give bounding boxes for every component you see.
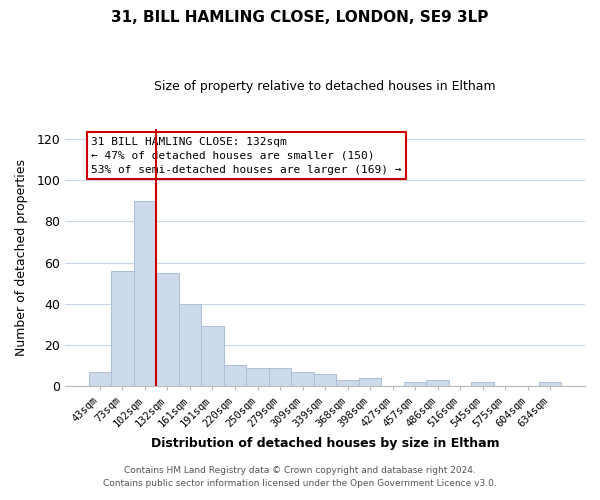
Text: 31 BILL HAMLING CLOSE: 132sqm
← 47% of detached houses are smaller (150)
53% of : 31 BILL HAMLING CLOSE: 132sqm ← 47% of d… bbox=[91, 136, 401, 174]
Bar bbox=[246, 368, 269, 386]
X-axis label: Distribution of detached houses by size in Eltham: Distribution of detached houses by size … bbox=[151, 437, 499, 450]
Bar bbox=[404, 382, 427, 386]
Bar bbox=[472, 382, 494, 386]
Text: Contains HM Land Registry data © Crown copyright and database right 2024.
Contai: Contains HM Land Registry data © Crown c… bbox=[103, 466, 497, 487]
Bar bbox=[201, 326, 224, 386]
Text: 31, BILL HAMLING CLOSE, LONDON, SE9 3LP: 31, BILL HAMLING CLOSE, LONDON, SE9 3LP bbox=[112, 10, 488, 25]
Bar bbox=[539, 382, 562, 386]
Bar bbox=[314, 374, 336, 386]
Y-axis label: Number of detached properties: Number of detached properties bbox=[15, 159, 28, 356]
Bar bbox=[269, 368, 291, 386]
Bar bbox=[359, 378, 382, 386]
Bar bbox=[111, 271, 134, 386]
Bar bbox=[179, 304, 201, 386]
Title: Size of property relative to detached houses in Eltham: Size of property relative to detached ho… bbox=[154, 80, 496, 93]
Bar bbox=[291, 372, 314, 386]
Bar bbox=[427, 380, 449, 386]
Bar bbox=[224, 366, 246, 386]
Bar bbox=[156, 273, 179, 386]
Bar bbox=[336, 380, 359, 386]
Bar bbox=[89, 372, 111, 386]
Bar bbox=[134, 201, 156, 386]
